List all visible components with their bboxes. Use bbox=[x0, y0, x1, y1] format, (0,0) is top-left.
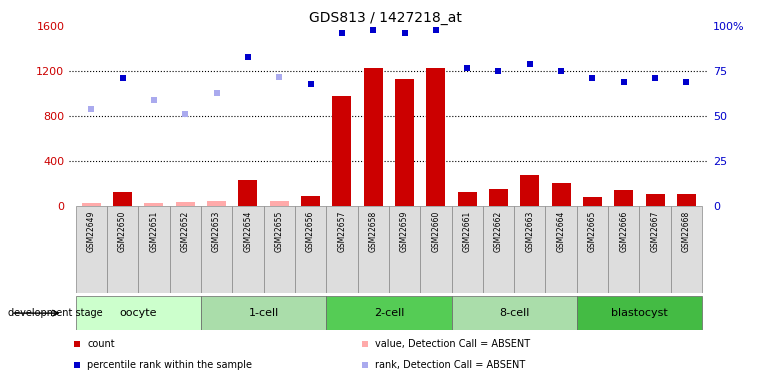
Text: 2-cell: 2-cell bbox=[373, 308, 404, 318]
Bar bbox=[614, 190, 633, 206]
Bar bbox=[514, 206, 545, 292]
Text: 1-cell: 1-cell bbox=[249, 308, 279, 318]
Bar bbox=[107, 206, 139, 292]
Bar bbox=[139, 206, 169, 292]
Bar bbox=[395, 79, 414, 206]
Bar bbox=[389, 206, 420, 292]
Bar bbox=[326, 206, 357, 292]
Bar bbox=[577, 206, 608, 292]
Text: GSM22657: GSM22657 bbox=[337, 211, 346, 252]
Text: GSM22667: GSM22667 bbox=[651, 211, 660, 252]
Text: GDS813 / 1427218_at: GDS813 / 1427218_at bbox=[309, 11, 461, 25]
Bar bbox=[639, 206, 671, 292]
Text: GSM22663: GSM22663 bbox=[525, 211, 534, 252]
Text: GSM22668: GSM22668 bbox=[682, 211, 691, 252]
Text: GSM22660: GSM22660 bbox=[431, 211, 440, 252]
Bar bbox=[608, 206, 639, 292]
Text: GSM22649: GSM22649 bbox=[87, 211, 95, 252]
Text: GSM22664: GSM22664 bbox=[557, 211, 566, 252]
Bar bbox=[420, 206, 451, 292]
Bar bbox=[169, 206, 201, 292]
Bar bbox=[451, 206, 483, 292]
Bar bbox=[357, 206, 389, 292]
Bar bbox=[333, 96, 351, 206]
Bar bbox=[521, 176, 539, 206]
Text: GSM22656: GSM22656 bbox=[306, 211, 315, 252]
Bar bbox=[489, 189, 508, 206]
Text: GSM22661: GSM22661 bbox=[463, 211, 472, 252]
Bar bbox=[552, 183, 571, 206]
Bar bbox=[363, 68, 383, 206]
Bar bbox=[207, 201, 226, 206]
Bar bbox=[427, 68, 445, 206]
Bar bbox=[451, 296, 577, 330]
Text: GSM22655: GSM22655 bbox=[275, 211, 283, 252]
Bar bbox=[677, 194, 696, 206]
Text: GSM22653: GSM22653 bbox=[212, 211, 221, 252]
Bar bbox=[75, 206, 107, 292]
Text: GSM22654: GSM22654 bbox=[243, 211, 253, 252]
Bar bbox=[233, 206, 263, 292]
Bar bbox=[671, 206, 702, 292]
Text: value, Detection Call = ABSENT: value, Detection Call = ABSENT bbox=[375, 339, 530, 349]
Text: GSM22658: GSM22658 bbox=[369, 211, 378, 252]
Bar bbox=[201, 296, 326, 330]
Bar bbox=[75, 296, 201, 330]
Text: oocyte: oocyte bbox=[119, 308, 157, 318]
Text: GSM22652: GSM22652 bbox=[181, 211, 189, 252]
Text: count: count bbox=[87, 339, 115, 349]
Bar bbox=[263, 206, 295, 292]
Text: GSM22650: GSM22650 bbox=[118, 211, 127, 252]
Text: rank, Detection Call = ABSENT: rank, Detection Call = ABSENT bbox=[375, 360, 525, 370]
Text: percentile rank within the sample: percentile rank within the sample bbox=[87, 360, 253, 370]
Bar bbox=[458, 192, 477, 206]
Text: GSM22659: GSM22659 bbox=[400, 211, 409, 252]
Text: GSM22666: GSM22666 bbox=[619, 211, 628, 252]
Bar bbox=[176, 202, 195, 206]
Bar bbox=[201, 206, 233, 292]
Text: GSM22651: GSM22651 bbox=[149, 211, 159, 252]
Bar bbox=[326, 296, 451, 330]
Text: blastocyst: blastocyst bbox=[611, 308, 668, 318]
Bar bbox=[646, 194, 665, 206]
Bar bbox=[545, 206, 577, 292]
Bar bbox=[577, 296, 702, 330]
Text: GSM22662: GSM22662 bbox=[494, 211, 503, 252]
Bar bbox=[270, 201, 289, 206]
Text: GSM22665: GSM22665 bbox=[588, 211, 597, 252]
Bar bbox=[239, 180, 257, 206]
Bar bbox=[113, 192, 132, 206]
Bar bbox=[583, 196, 602, 206]
Bar bbox=[145, 203, 163, 206]
Bar bbox=[301, 196, 320, 206]
Bar bbox=[483, 206, 514, 292]
Text: 8-cell: 8-cell bbox=[499, 308, 529, 318]
Bar bbox=[82, 203, 101, 206]
Bar bbox=[295, 206, 326, 292]
Text: development stage: development stage bbox=[8, 308, 102, 318]
